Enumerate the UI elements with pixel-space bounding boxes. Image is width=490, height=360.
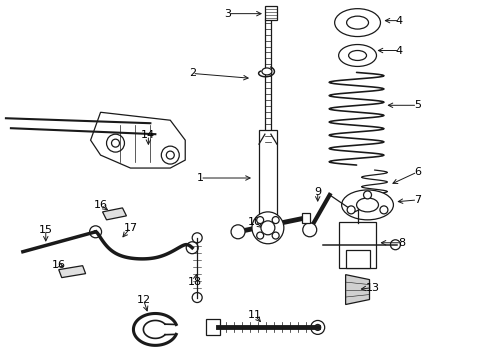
Polygon shape	[91, 112, 185, 168]
Circle shape	[311, 320, 325, 334]
Text: 18: 18	[188, 276, 202, 287]
FancyBboxPatch shape	[339, 222, 376, 268]
Text: 12: 12	[136, 294, 150, 305]
Text: 4: 4	[396, 15, 403, 26]
Circle shape	[257, 232, 264, 239]
Circle shape	[161, 146, 179, 164]
Ellipse shape	[348, 50, 367, 60]
Circle shape	[192, 233, 202, 243]
Circle shape	[90, 226, 101, 238]
Ellipse shape	[357, 198, 378, 212]
Polygon shape	[345, 275, 369, 305]
Text: 10: 10	[248, 217, 262, 227]
Ellipse shape	[342, 190, 393, 220]
FancyBboxPatch shape	[259, 130, 277, 215]
Text: 8: 8	[398, 238, 405, 248]
FancyBboxPatch shape	[265, 6, 277, 20]
Circle shape	[166, 151, 174, 159]
Circle shape	[380, 206, 388, 214]
Circle shape	[106, 134, 124, 152]
Text: 4: 4	[396, 45, 403, 55]
Circle shape	[112, 139, 120, 147]
Text: 1: 1	[196, 173, 204, 183]
Circle shape	[186, 242, 198, 254]
Text: 2: 2	[189, 68, 196, 78]
Text: 15: 15	[39, 225, 53, 235]
Ellipse shape	[335, 9, 380, 37]
Circle shape	[391, 240, 400, 250]
Text: 5: 5	[414, 100, 421, 110]
Text: 17: 17	[123, 223, 138, 233]
Polygon shape	[102, 208, 126, 220]
Circle shape	[272, 232, 279, 239]
FancyBboxPatch shape	[265, 19, 271, 145]
Text: 3: 3	[224, 9, 232, 19]
Circle shape	[347, 206, 355, 214]
Ellipse shape	[262, 68, 272, 75]
Text: 13: 13	[366, 283, 380, 293]
Circle shape	[353, 202, 363, 212]
Circle shape	[303, 223, 317, 237]
Text: 6: 6	[414, 167, 421, 177]
Circle shape	[364, 191, 371, 199]
Text: 14: 14	[141, 130, 155, 140]
Text: 9: 9	[314, 187, 321, 197]
Circle shape	[257, 217, 264, 224]
Text: 7: 7	[414, 195, 421, 205]
Text: 16: 16	[94, 200, 108, 210]
Ellipse shape	[346, 16, 368, 29]
FancyBboxPatch shape	[302, 213, 310, 223]
FancyBboxPatch shape	[345, 250, 369, 268]
Circle shape	[261, 221, 275, 235]
Circle shape	[272, 217, 279, 224]
Polygon shape	[59, 266, 86, 278]
Text: 11: 11	[248, 310, 262, 320]
Circle shape	[252, 212, 284, 244]
Circle shape	[192, 293, 202, 302]
Circle shape	[315, 324, 321, 330]
Circle shape	[231, 225, 245, 239]
Text: 16: 16	[52, 260, 66, 270]
Ellipse shape	[339, 45, 376, 67]
FancyBboxPatch shape	[206, 319, 220, 336]
